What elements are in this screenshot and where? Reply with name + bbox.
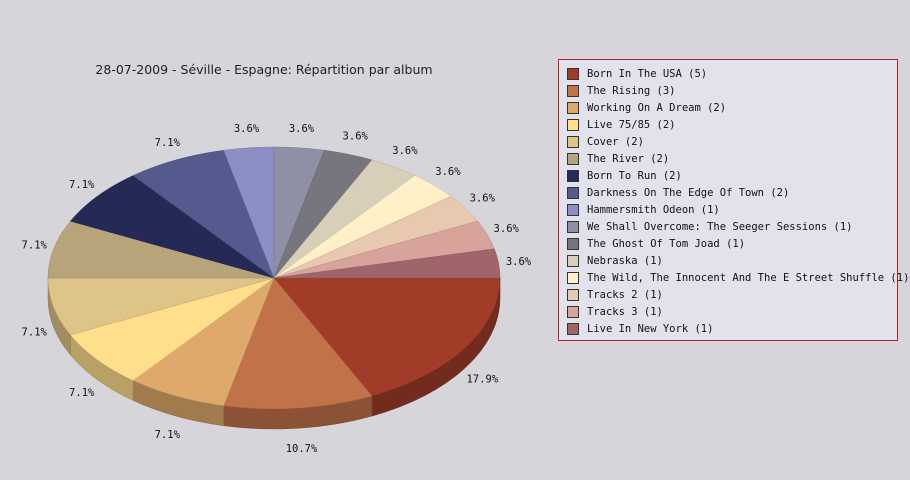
pie-label-12: 3.6% xyxy=(392,145,418,157)
legend-label: The Wild, The Innocent And The E Street … xyxy=(587,271,910,284)
legend-swatch xyxy=(567,84,579,97)
legend-item: Hammersmith Odeon (1) xyxy=(567,201,720,218)
legend-label: The Rising (3) xyxy=(587,84,676,97)
legend-item: Tracks 2 (1) xyxy=(567,286,663,303)
pie-label-10: 3.6% xyxy=(289,123,315,135)
pie-slice-7 xyxy=(69,175,275,279)
legend-label: Nebraska (1) xyxy=(587,254,663,267)
legend-label: Tracks 2 (1) xyxy=(587,288,663,301)
pie-slice-16 xyxy=(273,248,501,279)
legend-item: Cover (2) xyxy=(567,133,644,150)
legend-swatch xyxy=(567,305,579,318)
pie-chart: 17.9% 10.7% 7.1% 7.1% 7.1% 7.1% 7.1% 7.1% 3.6% 3.… xyxy=(22,123,532,455)
legend-item: We Shall Overcome: The Seeger Sessions (… xyxy=(567,218,853,235)
legend-swatch xyxy=(567,220,579,233)
pie-label-2: 10.7% xyxy=(286,443,318,455)
legend-label: Born In The USA (5) xyxy=(587,67,708,80)
legend-swatch xyxy=(567,203,579,216)
pie-label-14: 3.6% xyxy=(470,193,496,205)
pie-label-11: 3.6% xyxy=(343,131,369,143)
legend-item: Darkness On The Edge Of Town (2) xyxy=(567,184,789,201)
legend-label: The Ghost Of Tom Joad (1) xyxy=(587,237,746,250)
legend-item: The River (2) xyxy=(567,150,669,167)
legend-swatch xyxy=(567,135,579,148)
pie-label-9: 3.6% xyxy=(234,123,260,135)
legend-swatch xyxy=(567,254,579,267)
legend-swatch xyxy=(567,237,579,250)
legend-swatch xyxy=(567,101,579,114)
legend-label: Live 75/85 (2) xyxy=(587,118,676,131)
legend-swatch xyxy=(567,67,579,80)
pie-label-16: 3.6% xyxy=(506,256,532,268)
pie-label-6: 7.1% xyxy=(22,239,48,251)
pie-label-13: 3.6% xyxy=(435,166,461,178)
legend-item: Working On A Dream (2) xyxy=(567,99,726,116)
pie-tops xyxy=(47,146,501,410)
legend-label: Darkness On The Edge Of Town (2) xyxy=(587,186,790,199)
legend-swatch xyxy=(567,118,579,131)
pie-slice-4 xyxy=(69,277,275,381)
pie-slice-1 xyxy=(273,277,501,397)
pie-labels: 17.9% 10.7% 7.1% 7.1% 7.1% 7.1% 7.1% 7.1% 3.6% 3.… xyxy=(22,123,532,455)
pie-slice-3 xyxy=(132,277,275,406)
pie-label-5: 7.1% xyxy=(22,327,48,339)
legend-label: The River (2) xyxy=(587,152,670,165)
legend-label: Hammersmith Odeon (1) xyxy=(587,203,720,216)
legend-item: Tracks 3 (1) xyxy=(567,303,663,320)
pie-label-1: 17.9% xyxy=(466,373,498,385)
legend-item: The Wild, The Innocent And The E Street … xyxy=(567,269,909,286)
legend-label: Working On A Dream (2) xyxy=(587,101,727,114)
legend-label: Tracks 3 (1) xyxy=(587,305,663,318)
legend-swatch xyxy=(567,288,579,301)
pie-label-7: 7.1% xyxy=(69,179,95,191)
chart-title: 28-07-2009 - Séville - Espagne: Répartit… xyxy=(95,62,433,77)
chart-legend: Born In The USA (5) The Rising (3) Working… xyxy=(558,59,909,341)
legend-item: The Rising (3) xyxy=(567,82,676,99)
pie-slice-6 xyxy=(47,220,275,279)
pie-slice-5 xyxy=(47,277,275,336)
legend-item: The Ghost Of Tom Joad (1) xyxy=(567,235,745,252)
legend-item: Live 75/85 (2) xyxy=(567,116,676,133)
legend-swatch xyxy=(567,169,579,182)
legend-swatch xyxy=(567,271,579,284)
legend-label: Cover (2) xyxy=(587,135,644,148)
pie-slice-8 xyxy=(132,150,275,279)
legend-swatch xyxy=(567,152,579,165)
pie-label-15: 3.6% xyxy=(494,223,520,235)
pie-label-8: 7.1% xyxy=(155,137,181,149)
legend-item: Born To Run (2) xyxy=(567,167,682,184)
legend-label: Live In New York (1) xyxy=(587,322,714,335)
legend-item: Nebraska (1) xyxy=(567,252,663,269)
legend-swatch xyxy=(567,186,579,199)
legend-label: Born To Run (2) xyxy=(587,169,682,182)
pie-label-4: 7.1% xyxy=(69,387,95,399)
pie-label-3: 7.1% xyxy=(155,429,181,441)
legend-swatch xyxy=(567,322,579,335)
pie-slice-2 xyxy=(223,277,373,410)
legend-item: Born In The USA (5) xyxy=(567,65,707,82)
legend-label: We Shall Overcome: The Seeger Sessions (… xyxy=(587,220,853,233)
legend-item: Live In New York (1) xyxy=(567,320,713,337)
